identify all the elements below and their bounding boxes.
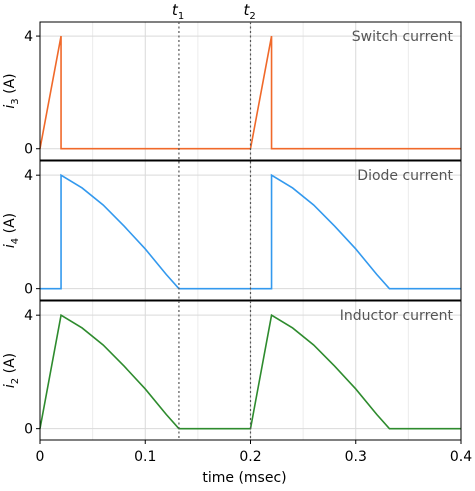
y-axis-label: i3 (A) — [2, 73, 21, 108]
y-axis-label-base: i — [2, 384, 18, 388]
y-axis-label-sub: 3 — [10, 98, 21, 104]
marker-label-sub: 2 — [249, 11, 255, 22]
marker-label: t1 — [172, 1, 184, 22]
panel-1: 0 4 i3 (A) Switch current — [2, 21, 462, 161]
x-tick-label: 0.4 — [450, 449, 472, 465]
y-tick-label: 4 — [24, 29, 33, 45]
x-tick-label: 0.1 — [134, 449, 156, 465]
marker-label-base: t — [244, 1, 251, 19]
x-tick-label: 0.3 — [345, 449, 367, 465]
y-tick-label: 0 — [24, 142, 33, 158]
y-tick-label: 0 — [24, 282, 33, 298]
y-axis-label: i4 (A) — [2, 213, 21, 248]
panel-title: Inductor current — [340, 308, 454, 324]
y-axis-label-base: i — [2, 105, 18, 109]
y-tick-label: 4 — [24, 308, 33, 324]
y-tick-label: 0 — [24, 422, 33, 438]
panel-3: 0 4 i2 (A) Inductor current — [2, 300, 462, 441]
marker-label: t2 — [244, 1, 256, 22]
y-tick-label: 4 — [24, 168, 33, 184]
y-axis-label-sub: 4 — [10, 238, 21, 244]
marker-label-base: t — [172, 1, 179, 19]
y-axis-label-unit: (A) — [2, 353, 18, 378]
y-axis-label-unit: (A) — [2, 213, 18, 238]
x-axis-label: time (msec) — [202, 470, 286, 486]
y-axis-label-unit: (A) — [2, 73, 18, 98]
marker-label-sub: 1 — [178, 11, 184, 22]
panel-title: Switch current — [352, 29, 454, 45]
panel-frame — [39, 160, 462, 301]
panel-title: Diode current — [357, 168, 453, 184]
x-tick-label: 0 — [36, 449, 45, 465]
y-axis-label-base: i — [2, 244, 18, 248]
y-axis-label-sub: 2 — [10, 378, 21, 384]
y-axis-label: i2 (A) — [2, 353, 21, 388]
x-tick-label: 0.2 — [239, 449, 261, 465]
